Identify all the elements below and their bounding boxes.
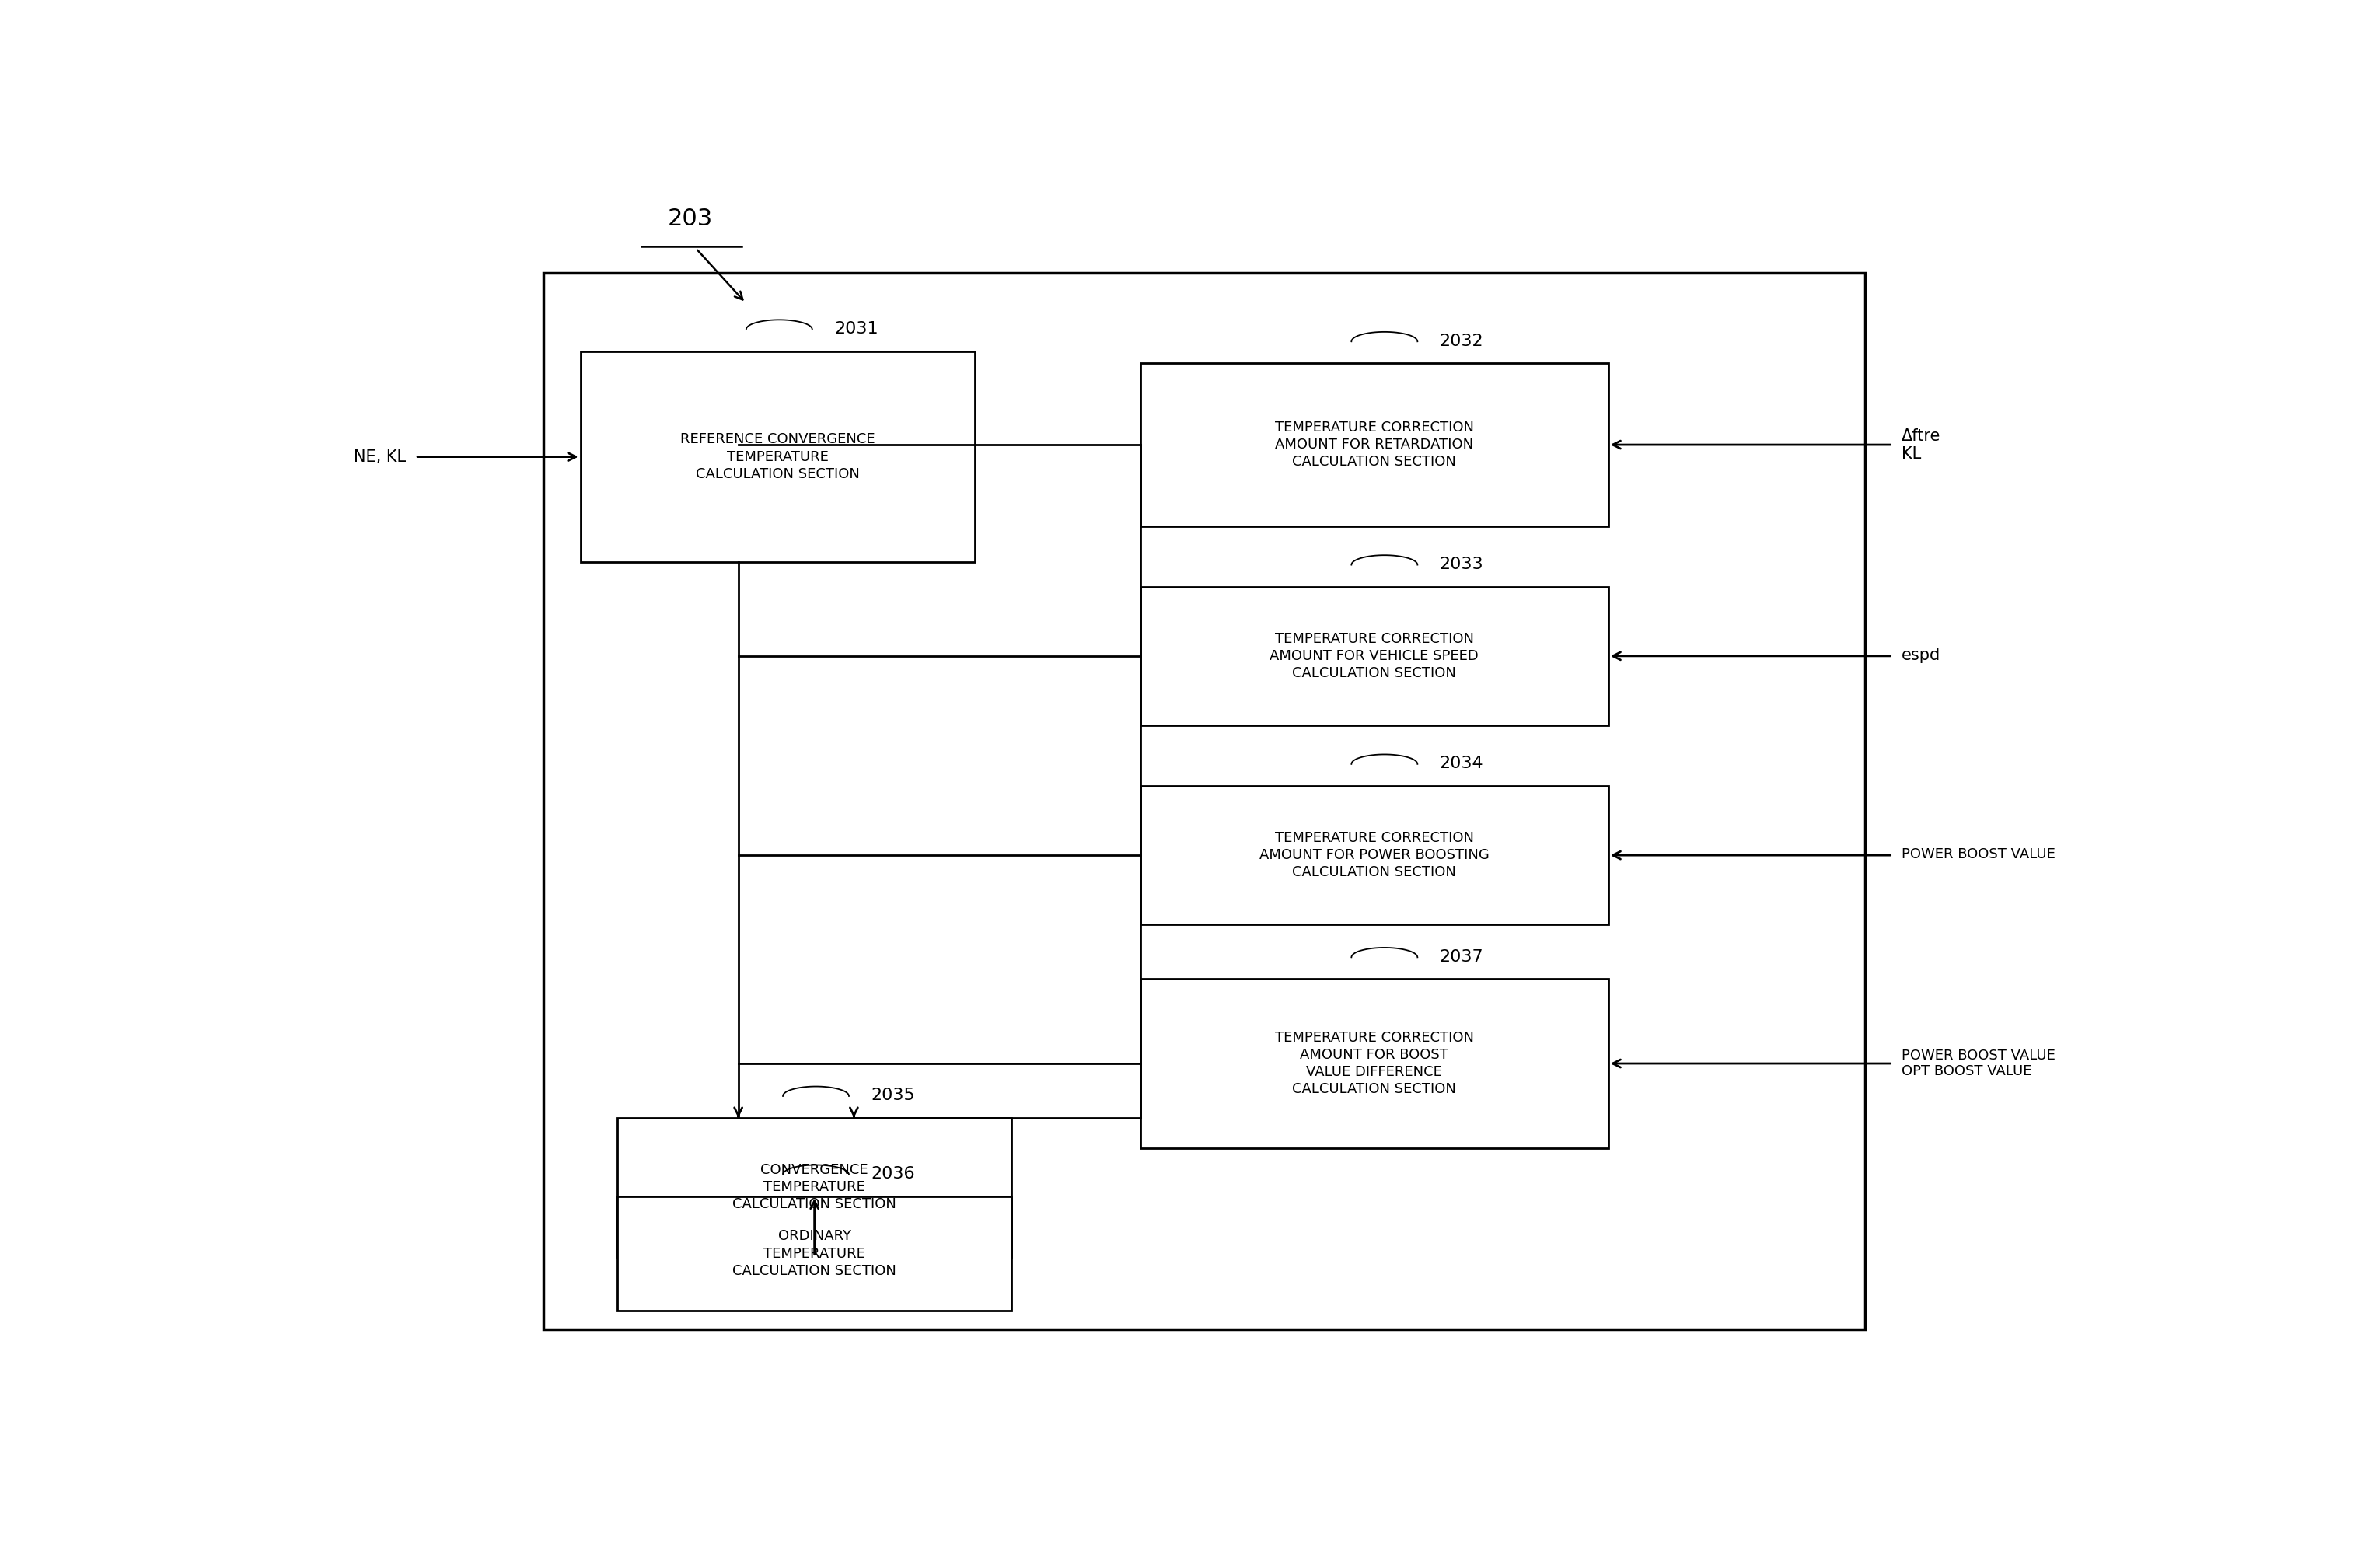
Bar	[1141, 586, 1608, 726]
Text: TEMPERATURE CORRECTION
AMOUNT FOR VEHICLE SPEED
CALCULATION SECTION: TEMPERATURE CORRECTION AMOUNT FOR VEHICL…	[1269, 632, 1478, 681]
Text: TEMPERATURE CORRECTION
AMOUNT FOR RETARDATION
CALCULATION SECTION: TEMPERATURE CORRECTION AMOUNT FOR RETARD…	[1274, 420, 1473, 469]
Text: TEMPERATURE CORRECTION
AMOUNT FOR POWER BOOSTING
CALCULATION SECTION: TEMPERATURE CORRECTION AMOUNT FOR POWER …	[1260, 831, 1489, 880]
Text: POWER BOOST VALUE
OPT BOOST VALUE: POWER BOOST VALUE OPT BOOST VALUE	[1902, 1049, 2055, 1079]
Bar	[618, 1196, 1011, 1311]
Text: POWER BOOST VALUE: POWER BOOST VALUE	[1902, 848, 2055, 862]
Bar	[618, 1118, 1011, 1256]
Bar	[545, 273, 1866, 1330]
Bar	[580, 351, 976, 563]
Text: 2035: 2035	[871, 1088, 914, 1104]
Text: ORDINARY
TEMPERATURE
CALCULATION SECTION: ORDINARY TEMPERATURE CALCULATION SECTION	[732, 1229, 897, 1278]
Text: 2036: 2036	[871, 1167, 914, 1182]
Text: espd: espd	[1902, 648, 1942, 663]
Bar	[1141, 786, 1608, 925]
Text: REFERENCE CONVERGENCE
TEMPERATURE
CALCULATION SECTION: REFERENCE CONVERGENCE TEMPERATURE CALCUL…	[680, 433, 876, 481]
Text: NE, KL: NE, KL	[353, 448, 407, 464]
Bar	[1141, 364, 1608, 527]
Text: CONVERGENCE
TEMPERATURE
CALCULATION SECTION: CONVERGENCE TEMPERATURE CALCULATION SECT…	[732, 1163, 897, 1212]
Text: 2037: 2037	[1440, 949, 1482, 964]
Text: TEMPERATURE CORRECTION
AMOUNT FOR BOOST
VALUE DIFFERENCE
CALCULATION SECTION: TEMPERATURE CORRECTION AMOUNT FOR BOOST …	[1274, 1030, 1473, 1096]
Text: Δftre
KL: Δftre KL	[1902, 428, 1942, 463]
Text: 203: 203	[668, 209, 713, 230]
Text: 2032: 2032	[1440, 332, 1482, 348]
Text: 2031: 2031	[834, 321, 879, 337]
Bar	[1141, 978, 1608, 1148]
Text: 2033: 2033	[1440, 557, 1482, 572]
Text: 2034: 2034	[1440, 756, 1482, 771]
